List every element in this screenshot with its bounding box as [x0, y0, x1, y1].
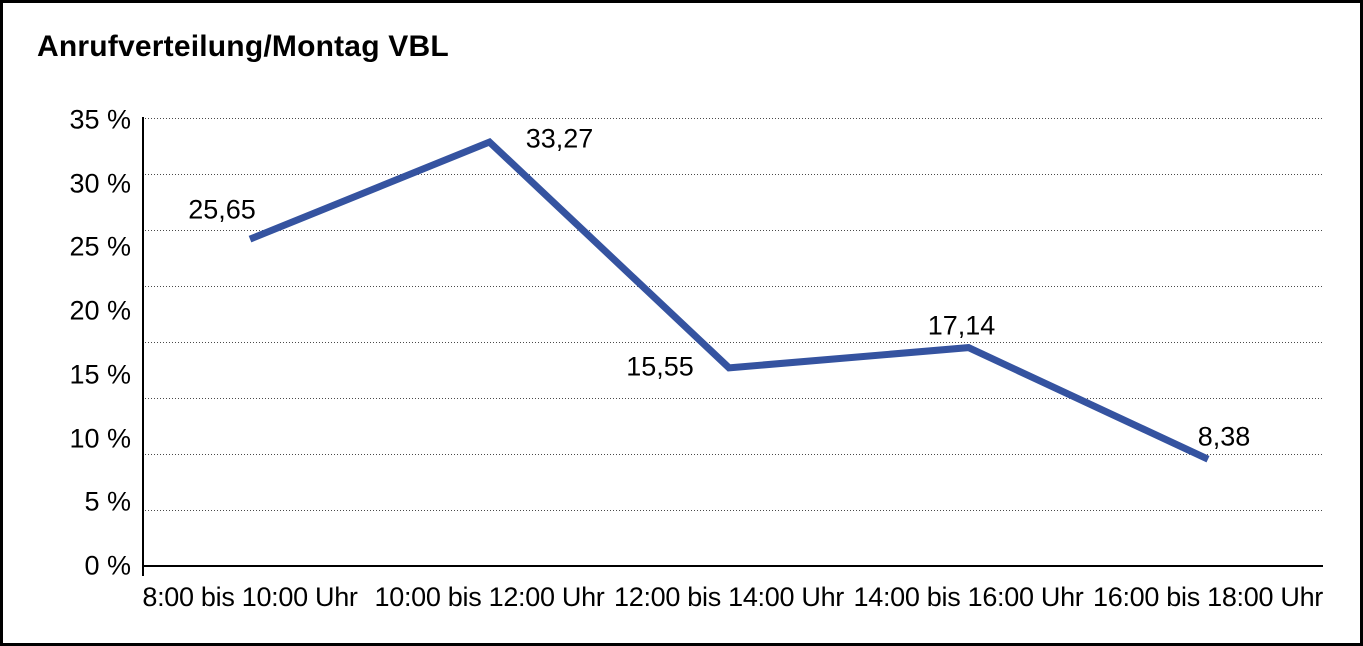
- gridline: [142, 174, 1323, 175]
- series-line: [248, 137, 1210, 463]
- y-axis-tick-label: 30 %: [69, 168, 131, 199]
- gridline: [142, 510, 1323, 511]
- gridline: [142, 230, 1323, 231]
- gridline: [142, 118, 1323, 119]
- y-axis-tick-label: 25 %: [69, 231, 131, 262]
- gridline: [142, 286, 1323, 287]
- x-axis-tick-label: 16:00 bis 18:00 Uhr: [1093, 582, 1323, 612]
- y-axis-tick-label: 0 %: [84, 550, 131, 581]
- x-axis-tick-label: 12:00 bis 14:00 Uhr: [614, 582, 844, 612]
- data-label: 25,65: [188, 194, 256, 225]
- x-axis-tick-label: 8:00 bis 10:00 Uhr: [142, 582, 358, 612]
- x-axis-tick-label: 10:00 bis 12:00 Uhr: [374, 582, 605, 612]
- series-line-svg: [248, 137, 1210, 463]
- gridline: [142, 398, 1323, 399]
- data-label: 33,27: [525, 123, 594, 154]
- y-axis-line: [142, 117, 144, 576]
- data-label: 8,38: [1197, 421, 1251, 452]
- y-axis-tick-label: 10 %: [69, 423, 131, 454]
- gridline: [142, 342, 1323, 343]
- x-axis-line: [142, 565, 1323, 567]
- gridline: [142, 454, 1323, 455]
- y-axis-tick-label: 15 %: [69, 359, 131, 390]
- x-axis-tick-label: 14:00 bis 16:00 Uhr: [853, 582, 1084, 612]
- y-axis-tick-label: 5 %: [84, 486, 131, 517]
- y-axis-tick-label: 35 %: [69, 104, 131, 135]
- chart-title: Anrufverteilung/Montag VBL: [37, 30, 449, 63]
- data-label: 17,14: [927, 310, 996, 341]
- y-axis-tick-label: 20 %: [69, 295, 131, 326]
- data-label: 15,55: [626, 351, 694, 382]
